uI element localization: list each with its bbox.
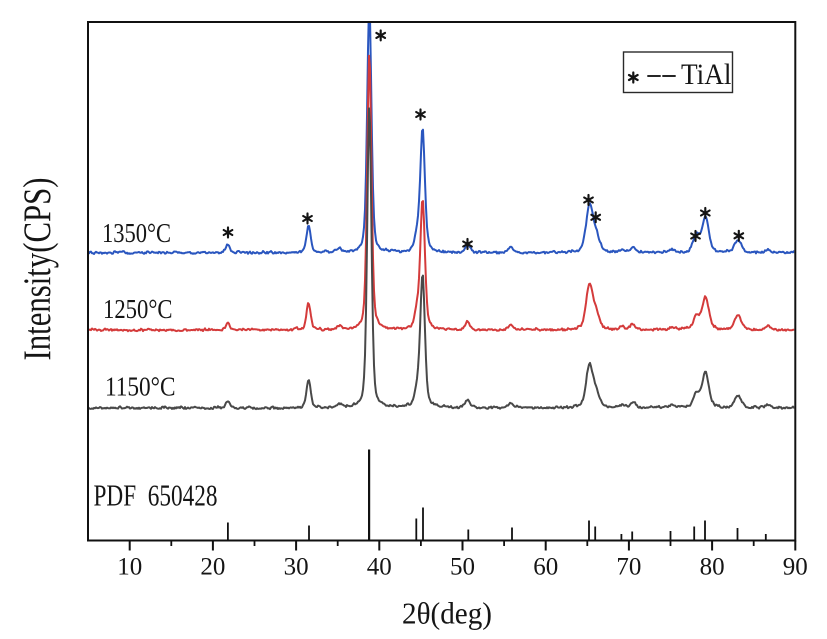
svg-text:1150°C: 1150°C xyxy=(105,371,176,401)
svg-text:20: 20 xyxy=(200,554,225,581)
svg-text:1350°C: 1350°C xyxy=(102,218,171,248)
svg-text:40: 40 xyxy=(367,554,392,581)
svg-text:2θ(deg): 2θ(deg) xyxy=(402,596,492,631)
svg-text:10: 10 xyxy=(117,554,142,581)
svg-text:80: 80 xyxy=(700,554,725,581)
svg-text:60: 60 xyxy=(533,554,558,581)
svg-text:1250°C: 1250°C xyxy=(103,294,173,324)
svg-text:TiAl: TiAl xyxy=(681,58,732,91)
svg-text:30: 30 xyxy=(284,554,309,581)
svg-text:90: 90 xyxy=(783,554,808,581)
svg-text:PDF 650428: PDF 650428 xyxy=(94,478,218,513)
svg-text:70: 70 xyxy=(616,554,641,581)
svg-text:50: 50 xyxy=(450,554,475,581)
svg-text:Intensity(CPS): Intensity(CPS) xyxy=(16,178,59,361)
